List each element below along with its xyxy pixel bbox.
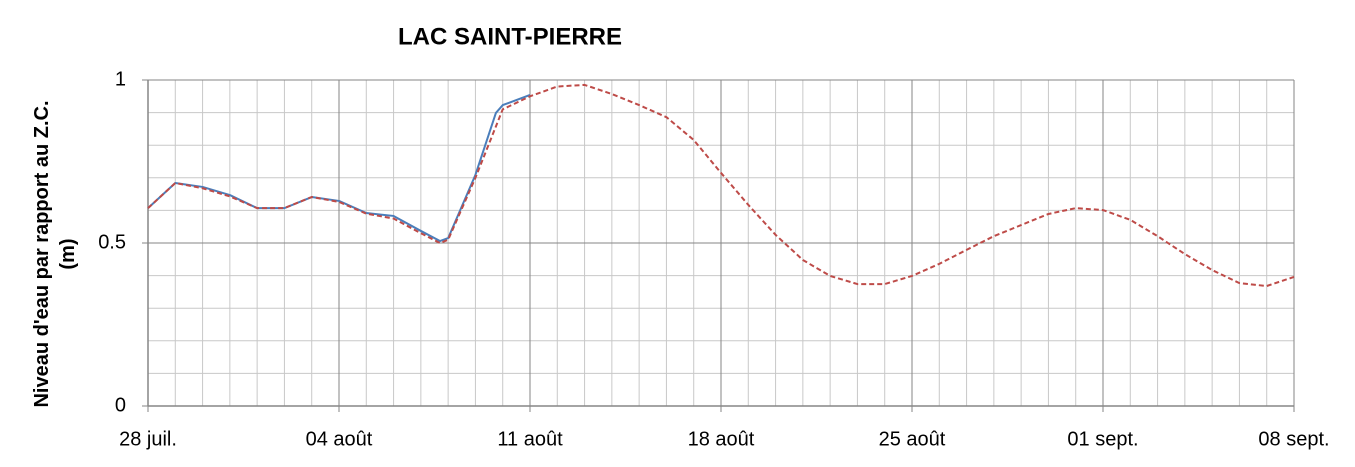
x-tick-label: 18 août — [688, 428, 755, 450]
y-tick-label: 0.5 — [98, 231, 126, 253]
x-tick-label: 11 août — [497, 428, 563, 450]
y-tick-label: 1 — [115, 68, 126, 90]
chart-title: LAC SAINT-PIERRE — [398, 23, 622, 50]
x-tick-label: 04 août — [306, 428, 373, 450]
y-axis-label: Niveau d'eau par rapport au Z.C. (m) — [31, 100, 79, 408]
x-tick-label: 08 sept. — [1258, 428, 1329, 450]
line-series — [147, 83, 1295, 288]
x-tick-label: 01 sept. — [1067, 428, 1138, 450]
x-tick-label: 28 juil. — [119, 428, 177, 450]
x-tick-label: 25 août — [879, 428, 946, 450]
y-tick-label: 0 — [115, 394, 126, 416]
